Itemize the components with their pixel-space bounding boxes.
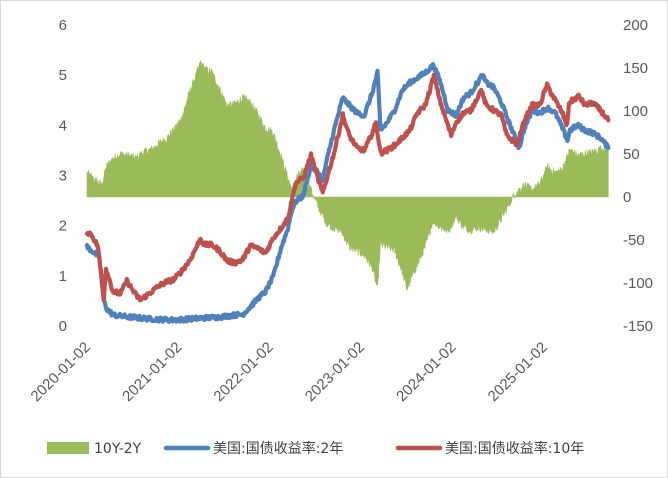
left-axis-tick-label: 0 bbox=[59, 318, 67, 335]
series-line-2y bbox=[84, 61, 611, 324]
x-axis-tick-label: 2024-01-02 bbox=[393, 339, 459, 405]
right-axis-tick-label: 150 bbox=[623, 60, 648, 77]
series-line-10y bbox=[84, 72, 611, 303]
legend-label: 美国:国债收益率:10年 bbox=[445, 440, 584, 457]
x-axis-tick-label: 2025-01-02 bbox=[485, 339, 551, 405]
series-area-10y-2y bbox=[86, 60, 609, 292]
legend-item: 10Y-2Y bbox=[47, 441, 142, 457]
right-axis-tick-label: -100 bbox=[623, 275, 653, 292]
area-layer bbox=[86, 60, 609, 292]
left-axis-tick-label: 6 bbox=[59, 17, 67, 34]
legend-item: 美国:国债收益率:10年 bbox=[395, 440, 584, 457]
right-axis-tick-label: 50 bbox=[623, 146, 640, 163]
legend: 10Y-2Y 美国:国债收益率:2年 美国:国债收益率:10年 bbox=[47, 440, 584, 457]
legend-label: 10Y-2Y bbox=[94, 441, 142, 457]
left-axis-tick-label: 3 bbox=[59, 168, 67, 185]
x-axis-tick-label: 2023-01-02 bbox=[302, 339, 368, 405]
right-axis-tick-label: 200 bbox=[623, 17, 648, 34]
line-layer bbox=[84, 61, 611, 324]
right-axis-tick-label: -50 bbox=[623, 232, 645, 249]
left-axis-tick-label: 2 bbox=[59, 218, 67, 235]
x-axis-tick-label: 2021-01-02 bbox=[119, 339, 185, 405]
right-axis-tick-label: 100 bbox=[623, 103, 648, 120]
left-axis-tick-label: 5 bbox=[59, 67, 67, 84]
x-axis-tick-label: 2020-01-02 bbox=[28, 339, 94, 405]
left-axis-tick-label: 1 bbox=[59, 268, 67, 285]
right-axis-tick-label: 0 bbox=[623, 189, 631, 206]
right-axis-tick-label: -150 bbox=[623, 318, 653, 335]
legend-item: 美国:国债收益率:2年 bbox=[163, 440, 343, 457]
legend-label: 美国:国债收益率:2年 bbox=[213, 440, 343, 457]
legend-swatch bbox=[47, 442, 89, 454]
left-axis-tick-label: 4 bbox=[59, 117, 67, 134]
x-axis-tick-label: 2022-01-02 bbox=[210, 339, 276, 405]
